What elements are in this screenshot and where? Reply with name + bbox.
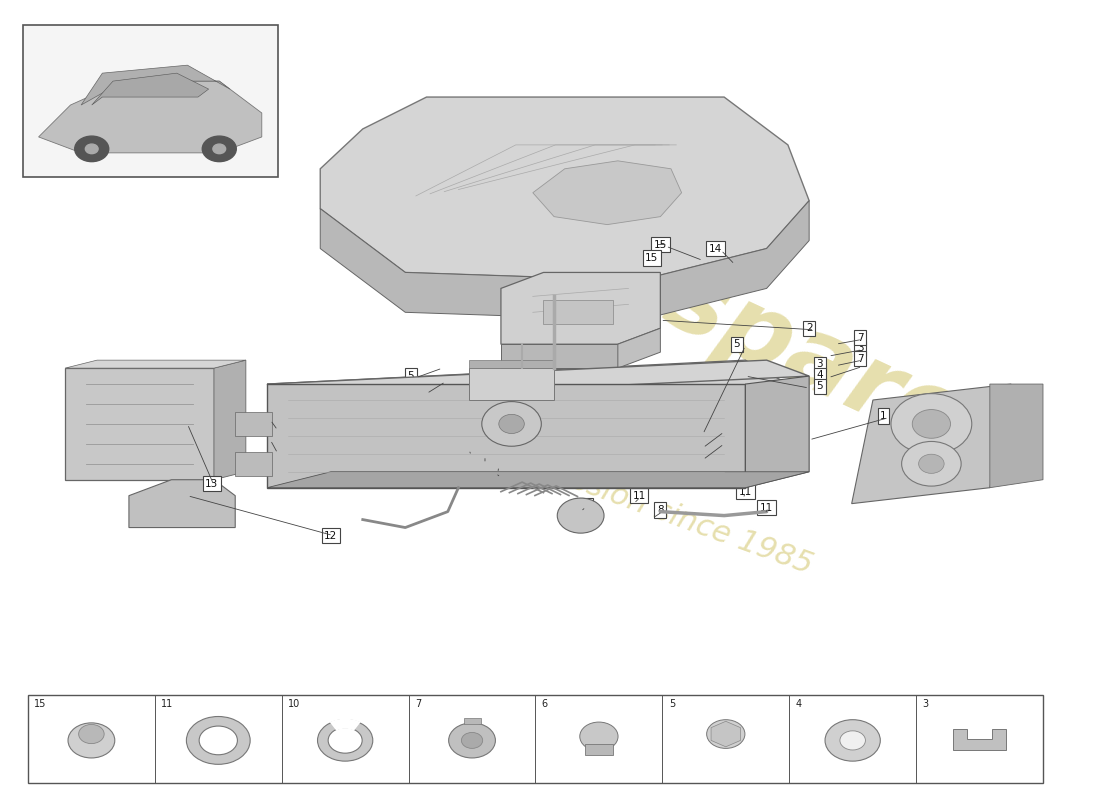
Text: 11: 11: [460, 443, 473, 453]
Polygon shape: [39, 81, 262, 153]
Polygon shape: [711, 722, 740, 746]
Polygon shape: [500, 344, 618, 368]
Polygon shape: [91, 73, 209, 105]
Text: 9: 9: [480, 450, 486, 459]
Circle shape: [891, 394, 971, 454]
Polygon shape: [267, 360, 788, 408]
Polygon shape: [320, 97, 810, 281]
Wedge shape: [318, 720, 373, 761]
Text: 15: 15: [34, 699, 46, 709]
Polygon shape: [65, 368, 214, 480]
Circle shape: [840, 731, 866, 750]
Text: 7: 7: [415, 699, 421, 709]
Circle shape: [78, 725, 104, 744]
Circle shape: [202, 136, 236, 162]
Polygon shape: [267, 472, 810, 488]
Polygon shape: [746, 376, 810, 488]
Text: a passion since 1985: a passion since 1985: [505, 443, 816, 580]
Text: 10: 10: [490, 458, 503, 469]
Text: 13: 13: [206, 478, 219, 489]
Bar: [543, 300, 613, 324]
Circle shape: [461, 733, 483, 748]
Bar: [235, 452, 273, 476]
Polygon shape: [990, 384, 1043, 488]
Circle shape: [580, 722, 618, 750]
Circle shape: [68, 723, 114, 758]
Text: 10: 10: [490, 468, 503, 478]
Text: 2: 2: [806, 323, 813, 334]
Circle shape: [498, 414, 525, 434]
Polygon shape: [214, 360, 245, 480]
Wedge shape: [186, 717, 250, 764]
Text: eurospares: eurospares: [417, 142, 1032, 498]
Wedge shape: [331, 720, 359, 730]
Text: 11: 11: [760, 502, 773, 513]
Circle shape: [86, 144, 98, 154]
Text: 8: 8: [657, 505, 663, 515]
Polygon shape: [500, 273, 660, 344]
Circle shape: [75, 136, 109, 162]
Polygon shape: [65, 360, 245, 368]
Polygon shape: [129, 480, 235, 527]
Circle shape: [213, 144, 226, 154]
Text: 3: 3: [857, 343, 864, 353]
Text: 5: 5: [816, 382, 823, 391]
Polygon shape: [851, 384, 1011, 504]
Circle shape: [449, 723, 495, 758]
Text: 7: 7: [857, 354, 864, 363]
Text: 6: 6: [542, 699, 548, 709]
Circle shape: [558, 498, 604, 533]
Text: 14: 14: [710, 243, 723, 254]
Text: 6: 6: [697, 458, 704, 469]
Text: 15: 15: [646, 253, 659, 263]
Text: 4: 4: [795, 699, 802, 709]
Text: 6: 6: [711, 426, 717, 435]
Text: 4: 4: [697, 450, 704, 459]
Polygon shape: [618, 328, 660, 368]
Bar: [469, 360, 554, 368]
Text: 11: 11: [162, 699, 174, 709]
Text: 7: 7: [857, 333, 864, 343]
Bar: [463, 718, 481, 725]
Text: 3: 3: [816, 359, 823, 369]
Text: 5: 5: [734, 339, 740, 349]
Text: 10: 10: [578, 500, 591, 510]
Polygon shape: [532, 161, 682, 225]
Text: 12: 12: [324, 530, 338, 541]
Circle shape: [825, 720, 880, 761]
Bar: [235, 412, 273, 436]
Circle shape: [482, 402, 541, 446]
Circle shape: [912, 410, 950, 438]
Text: 11: 11: [632, 490, 646, 501]
Text: 1: 1: [880, 411, 887, 421]
Text: 5: 5: [407, 371, 414, 381]
Polygon shape: [267, 360, 810, 400]
Polygon shape: [953, 730, 1007, 750]
Text: 10: 10: [288, 699, 300, 709]
Text: 5: 5: [669, 699, 675, 709]
Bar: [585, 744, 613, 754]
Text: 11: 11: [739, 486, 752, 497]
Text: 5: 5: [421, 387, 428, 397]
Text: 5: 5: [697, 437, 704, 446]
Bar: [469, 368, 554, 400]
Text: 4: 4: [816, 370, 823, 380]
Polygon shape: [267, 384, 746, 488]
Circle shape: [706, 720, 745, 748]
Polygon shape: [81, 65, 230, 105]
Text: 3: 3: [923, 699, 928, 709]
Polygon shape: [320, 201, 810, 320]
Bar: [23, 26, 277, 177]
Bar: [28, 695, 1043, 782]
Text: 15: 15: [653, 239, 667, 250]
Circle shape: [902, 442, 961, 486]
Circle shape: [918, 454, 944, 474]
